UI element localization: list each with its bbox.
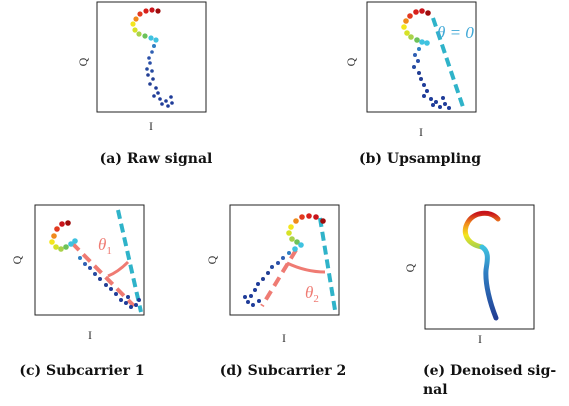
scatter-a — [130, 7, 174, 108]
x-axis-label-c: I — [88, 328, 92, 342]
caption-c: (c) Subcarrier 1 — [19, 363, 144, 379]
caption-e-line2: nal — [423, 382, 448, 398]
reference-dashed-line-d — [318, 217, 337, 311]
x-axis-label-d: I — [282, 331, 286, 345]
plot-frame-e — [424, 204, 535, 330]
reference-dashed-line-b — [431, 17, 466, 111]
scatter-b — [401, 8, 451, 110]
angle-arc-c — [107, 260, 130, 278]
caption-e-line1: (e) Denoised sig- — [423, 363, 556, 379]
angle-dashed-line-d — [260, 248, 298, 308]
plot-frame-d — [229, 204, 340, 316]
panel-b: θ = 0 Q I (b) Upsampling — [344, 1, 481, 167]
denoised-trace-tail — [479, 244, 499, 321]
reference-dashed-line-c — [116, 209, 143, 313]
denoised-trace-hook — [462, 210, 501, 250]
scatter-c — [49, 220, 141, 309]
y-axis-label-e: Q — [403, 263, 417, 272]
scatter-d — [243, 213, 326, 307]
caption-d: (d) Subcarrier 2 — [220, 363, 347, 379]
plot-frame-b — [366, 1, 477, 113]
x-axis-label-b: I — [419, 125, 423, 139]
x-axis-label-a: I — [149, 119, 153, 133]
y-axis-label-b: Q — [344, 57, 358, 66]
x-axis-label-e: I — [478, 332, 482, 346]
plot-frame-a — [96, 1, 207, 113]
caption-a: (a) Raw signal — [100, 151, 213, 167]
theta-1-annotation: θ1 — [98, 235, 112, 257]
theta-zero-annotation: θ = 0 — [437, 23, 474, 42]
y-axis-label-a: Q — [76, 57, 90, 66]
caption-b: (b) Upsampling — [359, 151, 481, 167]
y-axis-label-c: Q — [10, 255, 24, 264]
panel-c: θ1 Q I (c) Subcarrier 1 — [10, 204, 145, 379]
panel-a: Q I (a) Raw signal — [76, 1, 213, 167]
theta-2-annotation: θ2 — [305, 283, 319, 305]
angle-dashed-line-c — [70, 241, 136, 308]
panel-e: Q I (e) Denoised sig- nal — [403, 204, 556, 398]
angle-arc-d — [286, 261, 326, 274]
plot-frame-c — [34, 204, 145, 316]
panel-d: θ2 Q I (d) Subcarrier 2 — [205, 204, 347, 379]
y-axis-label-d: Q — [205, 255, 219, 264]
